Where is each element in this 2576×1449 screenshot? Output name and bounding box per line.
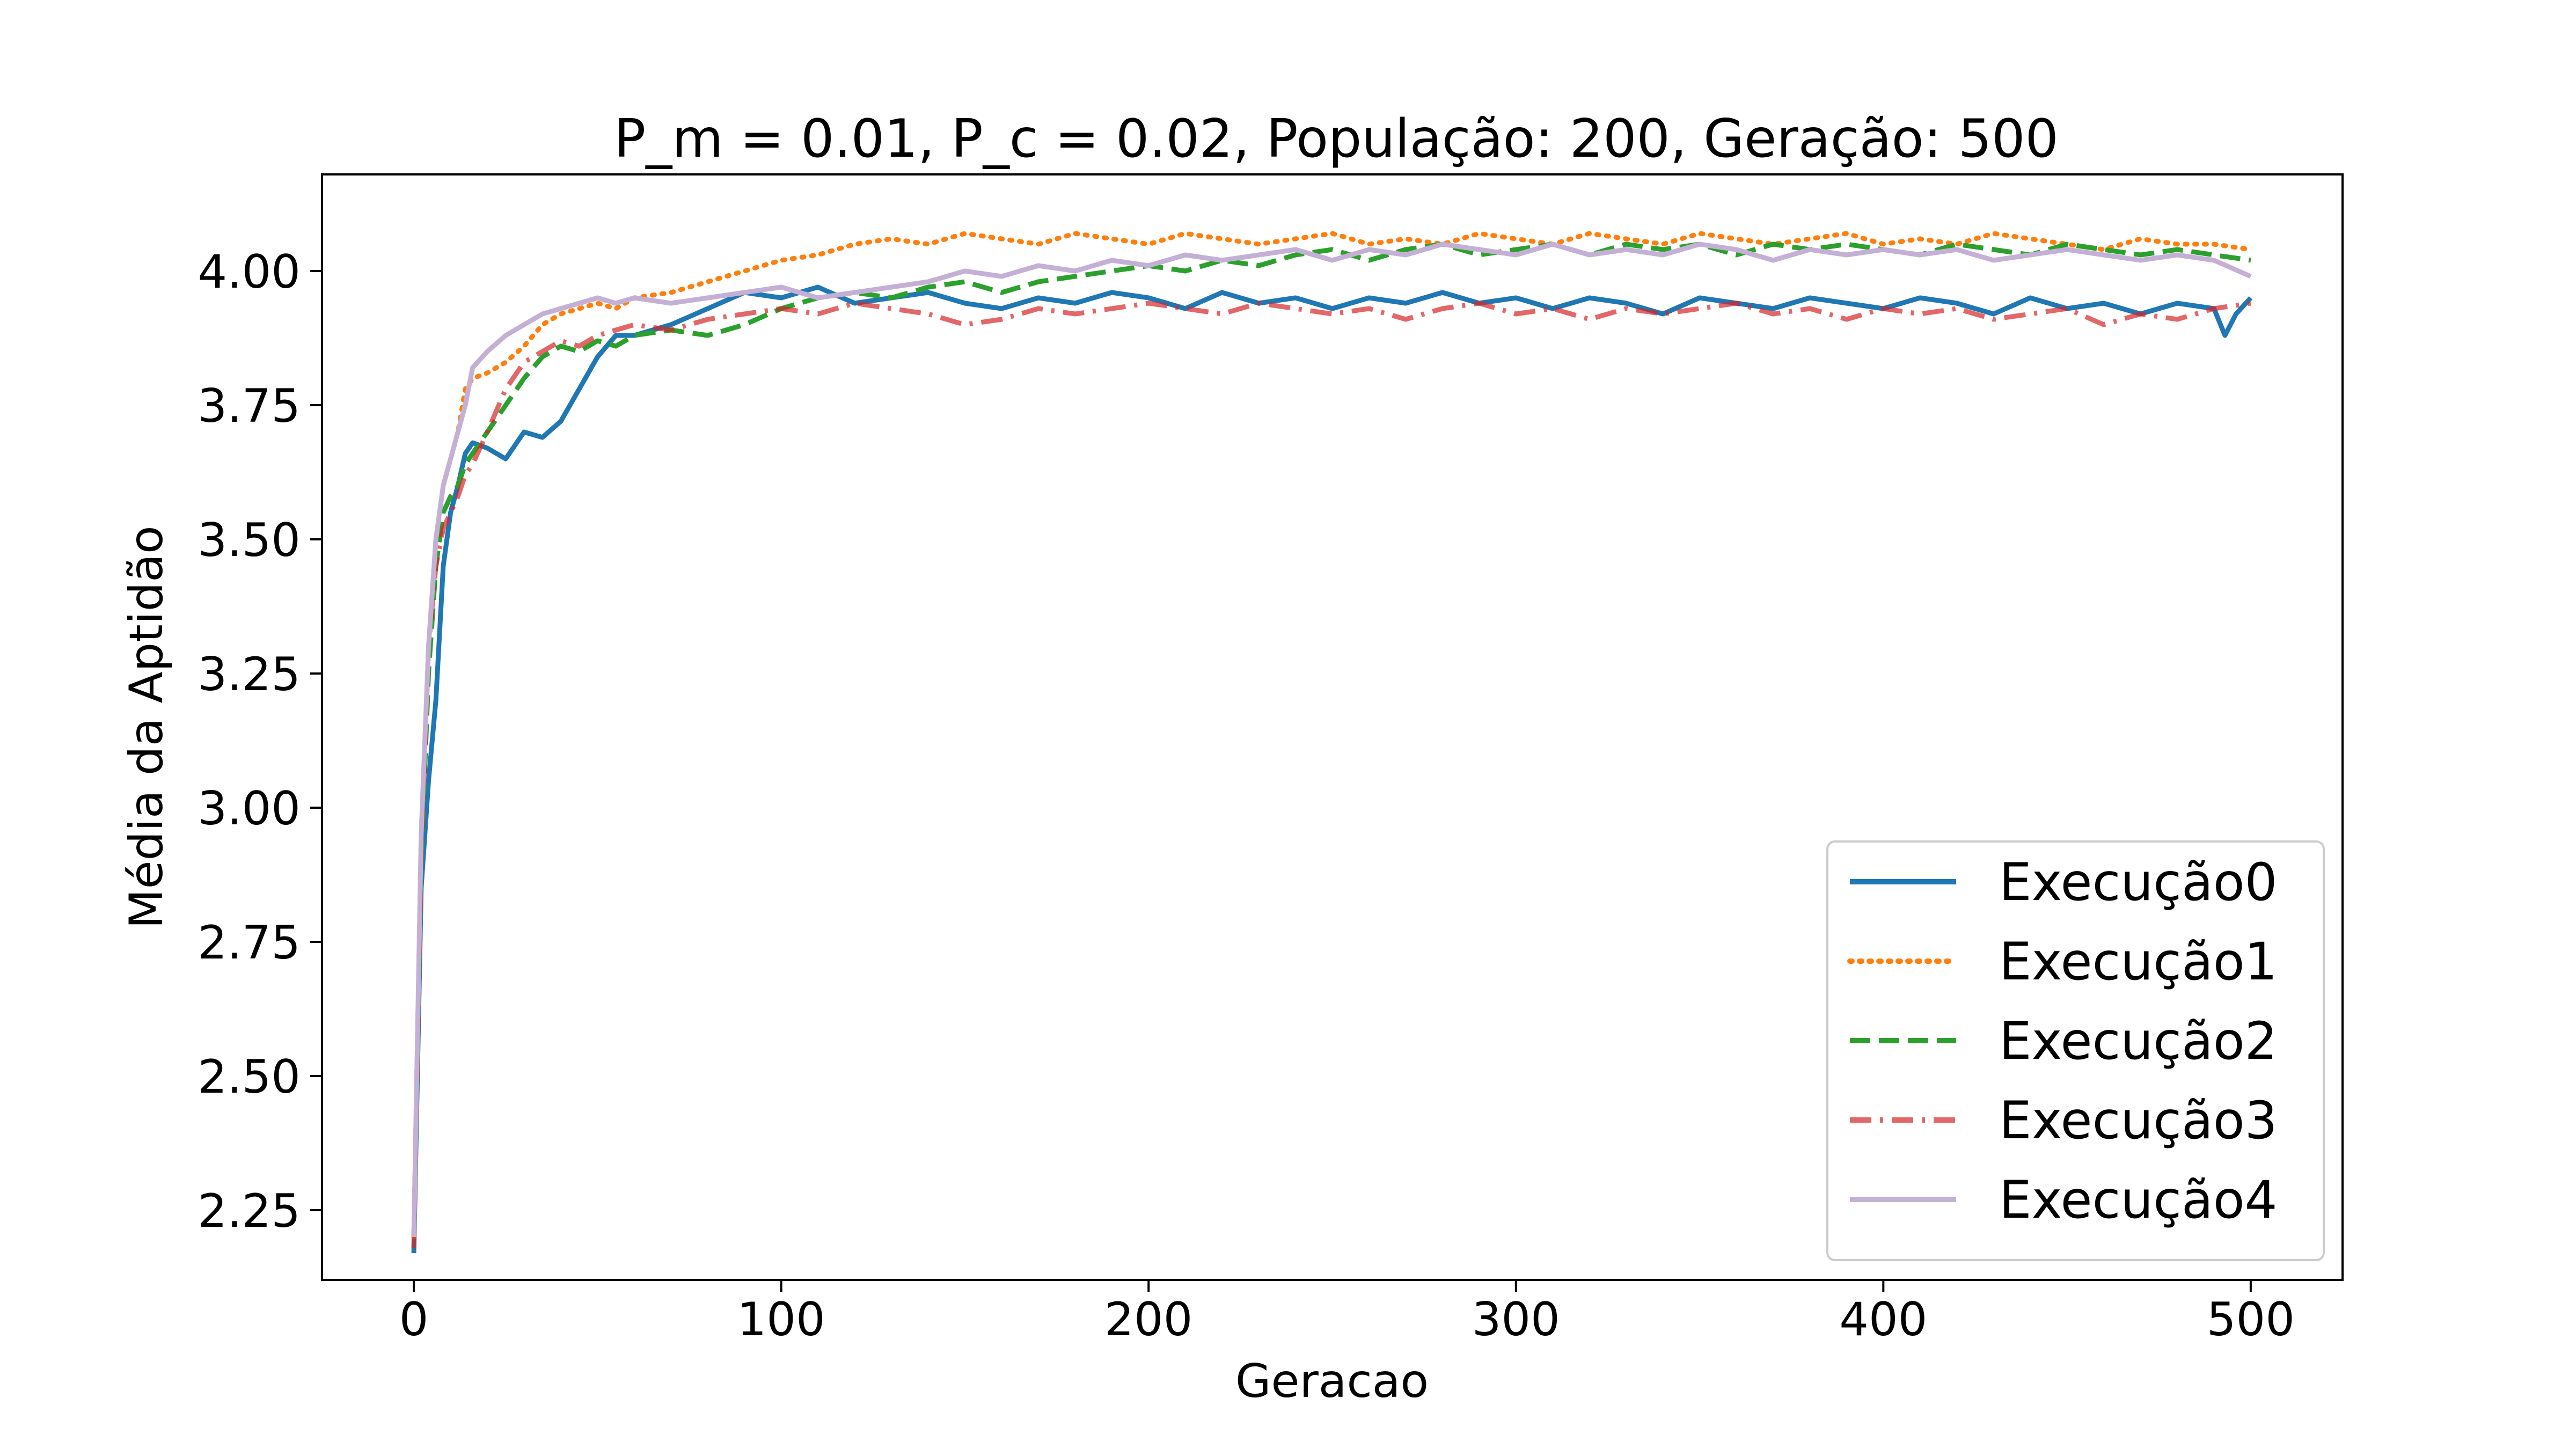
legend-label: Execução4 — [1999, 1170, 2278, 1230]
x-tick-label: 0 — [399, 1293, 429, 1346]
y-tick-label: 4.00 — [198, 245, 301, 299]
x-tick-label: 200 — [1104, 1293, 1192, 1346]
legend-label: Execução3 — [1999, 1091, 2278, 1151]
y-tick-label: 3.75 — [198, 379, 301, 433]
y-axis: 2.25 2.50 2.75 3.00 3.25 3.50 3.75 4.00 — [198, 245, 322, 1238]
x-axis-label: Geracao — [1235, 1355, 1429, 1408]
y-tick-label: 3.25 — [198, 648, 301, 701]
y-axis-label: Média da Aptidão — [120, 525, 173, 928]
plot-frame — [321, 173, 2344, 1281]
legend-label: Execução1 — [1999, 932, 2278, 992]
legend-label: Execução2 — [1999, 1011, 2278, 1071]
y-tick-label: 2.50 — [198, 1050, 301, 1104]
series-line-0 — [411, 284, 2253, 1254]
legend-label: Execução0 — [1999, 852, 2278, 912]
series-line-2 — [411, 241, 2251, 1238]
y-tick-label: 2.75 — [198, 916, 301, 970]
chart-title: P_m = 0.01, P_c = 0.02, População: 200, … — [614, 108, 2059, 170]
x-tick-label: 300 — [1472, 1293, 1560, 1346]
x-tick-label: 100 — [737, 1293, 825, 1346]
series-line-4 — [411, 241, 2252, 1238]
y-tick-label: 3.00 — [198, 782, 301, 836]
y-tick-label: 2.25 — [198, 1184, 301, 1238]
legend: Execução0 Execução1 Execução2 Execução3 Exec… — [1826, 840, 2325, 1261]
x-tick-label: 400 — [1839, 1293, 1927, 1346]
series-layer — [411, 231, 2253, 1254]
x-axis: 0 100 200 300 400 500 — [399, 1280, 2295, 1346]
y-tick-label: 3.50 — [198, 514, 301, 567]
legend-box — [1826, 840, 2325, 1261]
x-tick-label: 500 — [2207, 1293, 2295, 1346]
